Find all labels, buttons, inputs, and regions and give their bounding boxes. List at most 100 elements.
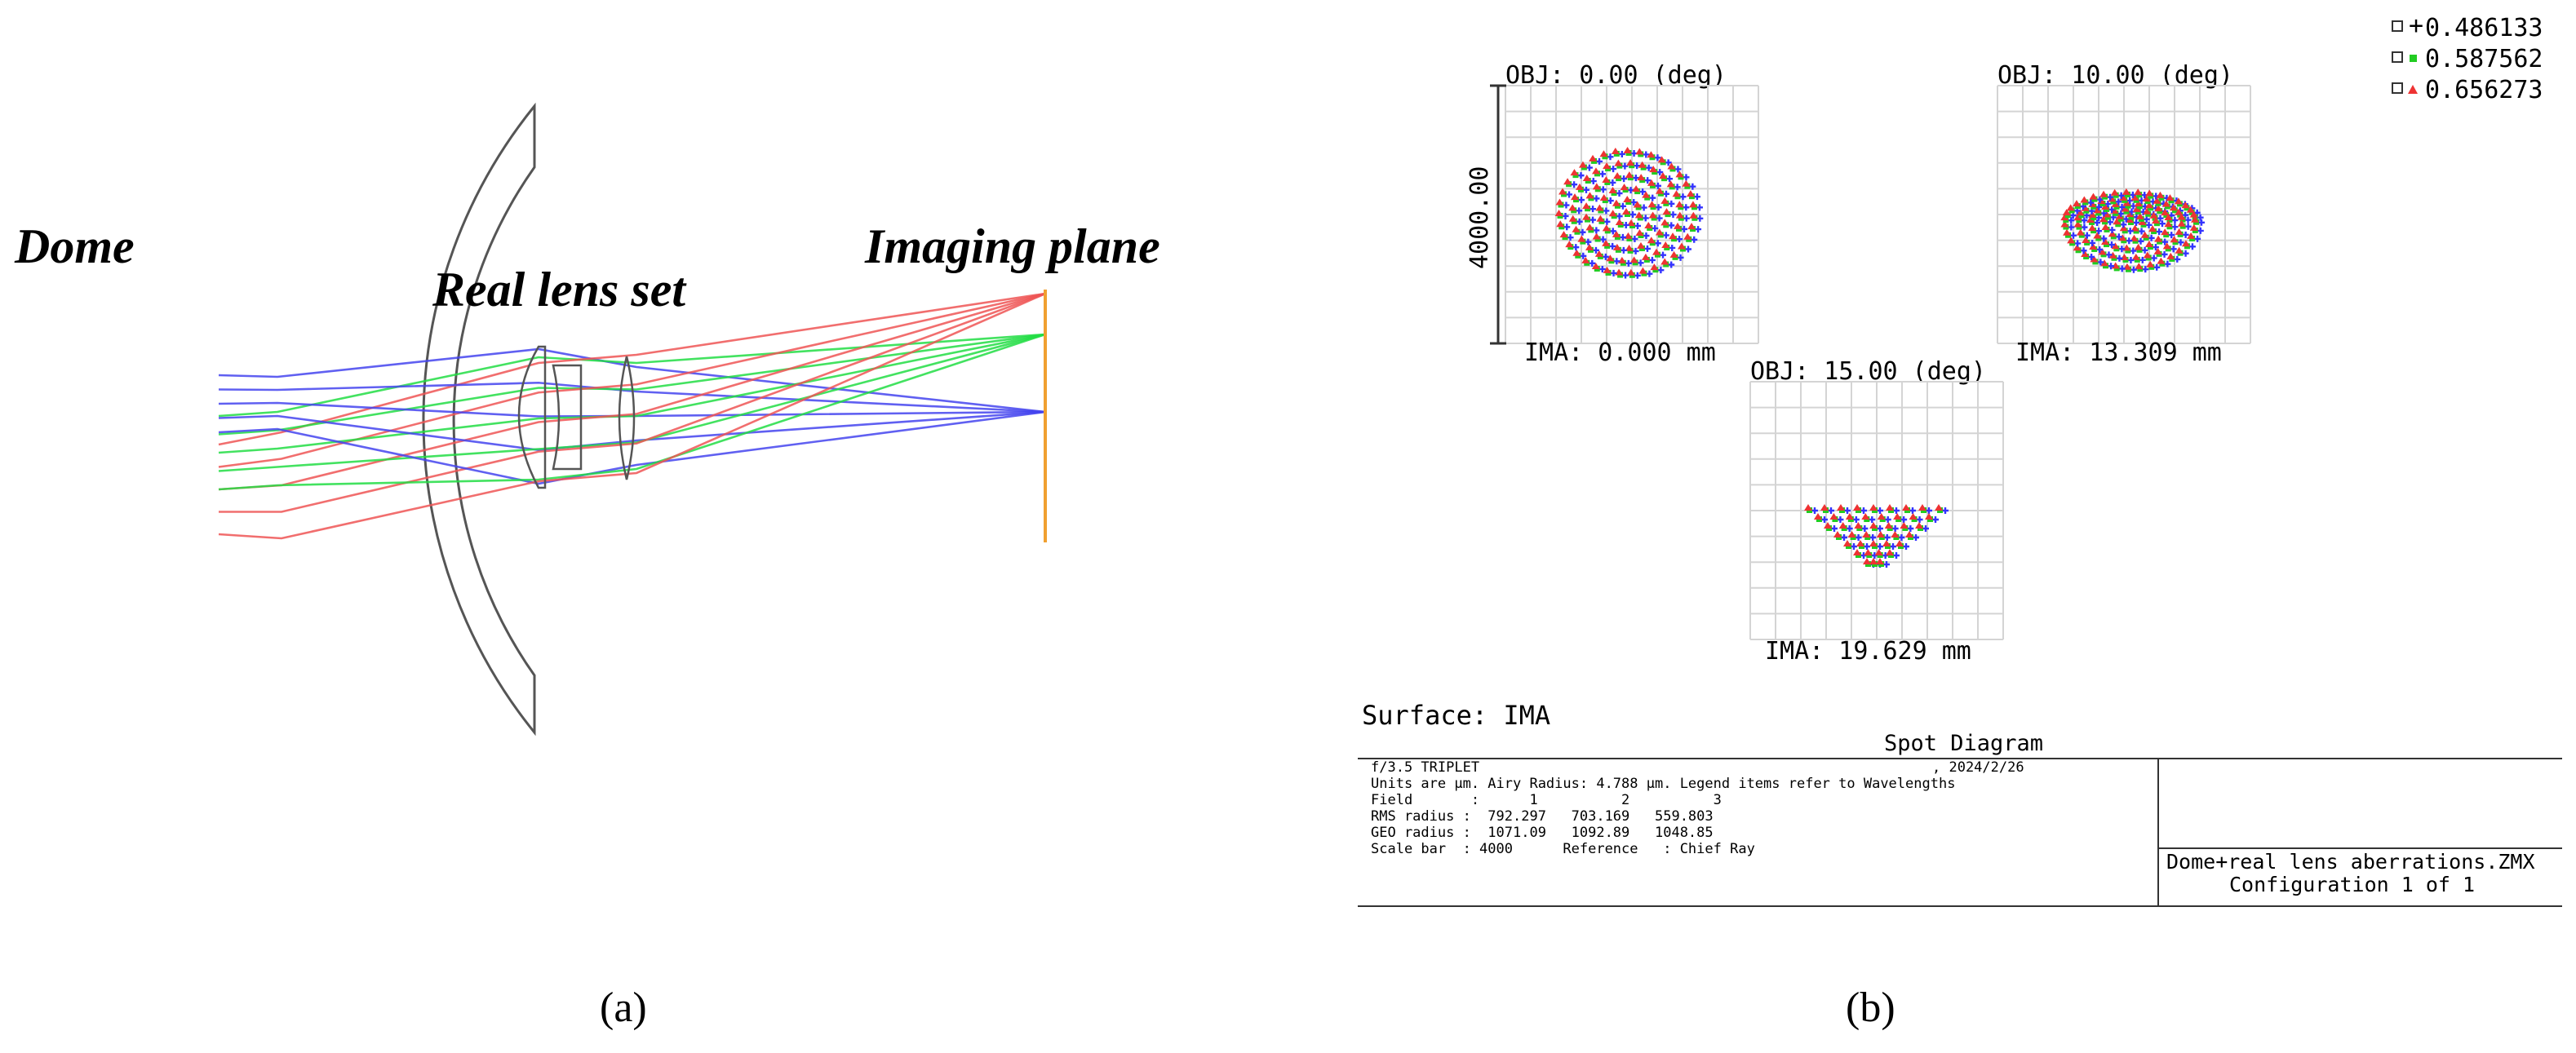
spot-blue (2118, 265, 2126, 272)
spot-red (1845, 513, 1854, 520)
triangle-icon (2408, 85, 2418, 94)
spot-blue (2174, 255, 2181, 263)
spot-red (1662, 208, 1671, 215)
spot-red (2118, 234, 2127, 241)
spot-red (1674, 222, 1683, 229)
spot-blue (1657, 267, 1665, 274)
spot-red (1900, 522, 1909, 529)
spot-red (2062, 209, 2071, 216)
spot-blue (1922, 525, 1929, 532)
spot-red (1585, 243, 1594, 250)
spot-red (1602, 224, 1611, 232)
spot-blue (1932, 516, 1939, 523)
spot-blue (2188, 243, 2196, 250)
spot-red (1814, 513, 1822, 520)
spot-blue (1909, 507, 1916, 514)
spot-blue (2171, 223, 2179, 231)
spot-red (2093, 232, 2102, 239)
spot-red (1570, 193, 1579, 201)
spot-blue (2138, 228, 2145, 235)
spot-blue (2194, 235, 2201, 242)
spot-blue (1607, 153, 1614, 161)
spot-blue (2074, 240, 2082, 247)
spot-red (2135, 263, 2144, 270)
spot-red (1558, 188, 1567, 195)
spot-red (2090, 255, 2099, 263)
configuration-label: Configuration 1 of 1 (2229, 873, 2475, 896)
wavelength-legend: + 0.486133 0.587562 0.656273 (2392, 11, 2543, 104)
spot-red (1623, 196, 1632, 203)
spot-red (2145, 189, 2154, 197)
ray-blue (218, 401, 1046, 418)
spot-red (2086, 215, 2095, 223)
spot-blue (2080, 247, 2087, 254)
spot-red (1824, 522, 1832, 529)
spot-blue (1662, 232, 1669, 239)
spot-red (1582, 213, 1591, 220)
spot-blue (1654, 154, 1661, 161)
spot-red (2153, 247, 2162, 254)
spot-red (1843, 540, 1851, 546)
spot-blue (1630, 199, 1638, 206)
spot-diagram-title: Spot Diagram (1884, 731, 2043, 756)
spot-red (1635, 148, 1644, 155)
spot-blue (1890, 543, 1896, 550)
spot-blue (1696, 215, 1704, 222)
spot-red (1647, 237, 1656, 244)
spot-blue (1576, 218, 1583, 225)
spot-red (1555, 198, 1564, 206)
spot-red (1644, 221, 1653, 228)
spot-red (2175, 228, 2184, 235)
spot-blue (2161, 238, 2169, 246)
legend-entry-2: 0.587562 (2392, 45, 2543, 73)
spot-red (1596, 215, 1605, 222)
spot-red (2122, 188, 2130, 195)
spot-blue (1579, 228, 1586, 236)
spot-red (1612, 199, 1621, 206)
spot-red (1556, 220, 1565, 228)
spot-blue (1855, 534, 1862, 541)
spot-red (1669, 250, 1678, 258)
imaging-plane-label: Imaging plane (864, 219, 1160, 273)
spot-red (1582, 175, 1591, 182)
spot-blue (2108, 241, 2115, 249)
spot-red (2088, 224, 2097, 232)
legend-value-1: 0.486133 (2425, 14, 2543, 42)
spot-blue (2107, 219, 2114, 226)
spot-blue (1616, 189, 1623, 197)
spot-blue (2107, 193, 2114, 201)
spot-red (1626, 159, 1635, 166)
spot-blue (1618, 150, 1625, 157)
spot-blue (2137, 237, 2144, 245)
spot-blue (1877, 507, 1883, 514)
spot-red (2089, 242, 2098, 250)
spot-blue (1646, 270, 1653, 277)
spot-blue (1563, 223, 1571, 231)
spot-red (1675, 170, 1684, 178)
spot-red (2189, 223, 2198, 231)
spot-red (1672, 190, 1681, 197)
spot-red (2151, 217, 2160, 224)
spot-blue (2142, 266, 2149, 273)
spot-red (1632, 185, 1641, 192)
spot-blue (1903, 543, 1909, 550)
spot-red (1895, 540, 1904, 546)
spot-red (1634, 211, 1643, 219)
spot-red (1877, 513, 1886, 520)
spot-blue (2127, 256, 2135, 263)
spot-grid-1 (1505, 85, 1759, 344)
spot-field-1: OBJ: 0.00 (deg) IMA: 0.000 mm (1505, 61, 1759, 367)
spot-red (1635, 229, 1644, 237)
spot-red (2111, 242, 2120, 250)
spot-blue (1566, 191, 1573, 198)
spot-red (1614, 159, 1623, 166)
spot-red (1638, 161, 1647, 168)
spot-red (1682, 179, 1691, 187)
spot-blue (1677, 254, 1684, 261)
spot-blue (2117, 192, 2125, 199)
spot-blue (1616, 213, 1623, 220)
spot-blue (1580, 252, 1587, 259)
spot-blue (2081, 217, 2088, 224)
scale-bar: 4000.00 (1465, 84, 1506, 345)
spot-red (1641, 253, 1650, 260)
